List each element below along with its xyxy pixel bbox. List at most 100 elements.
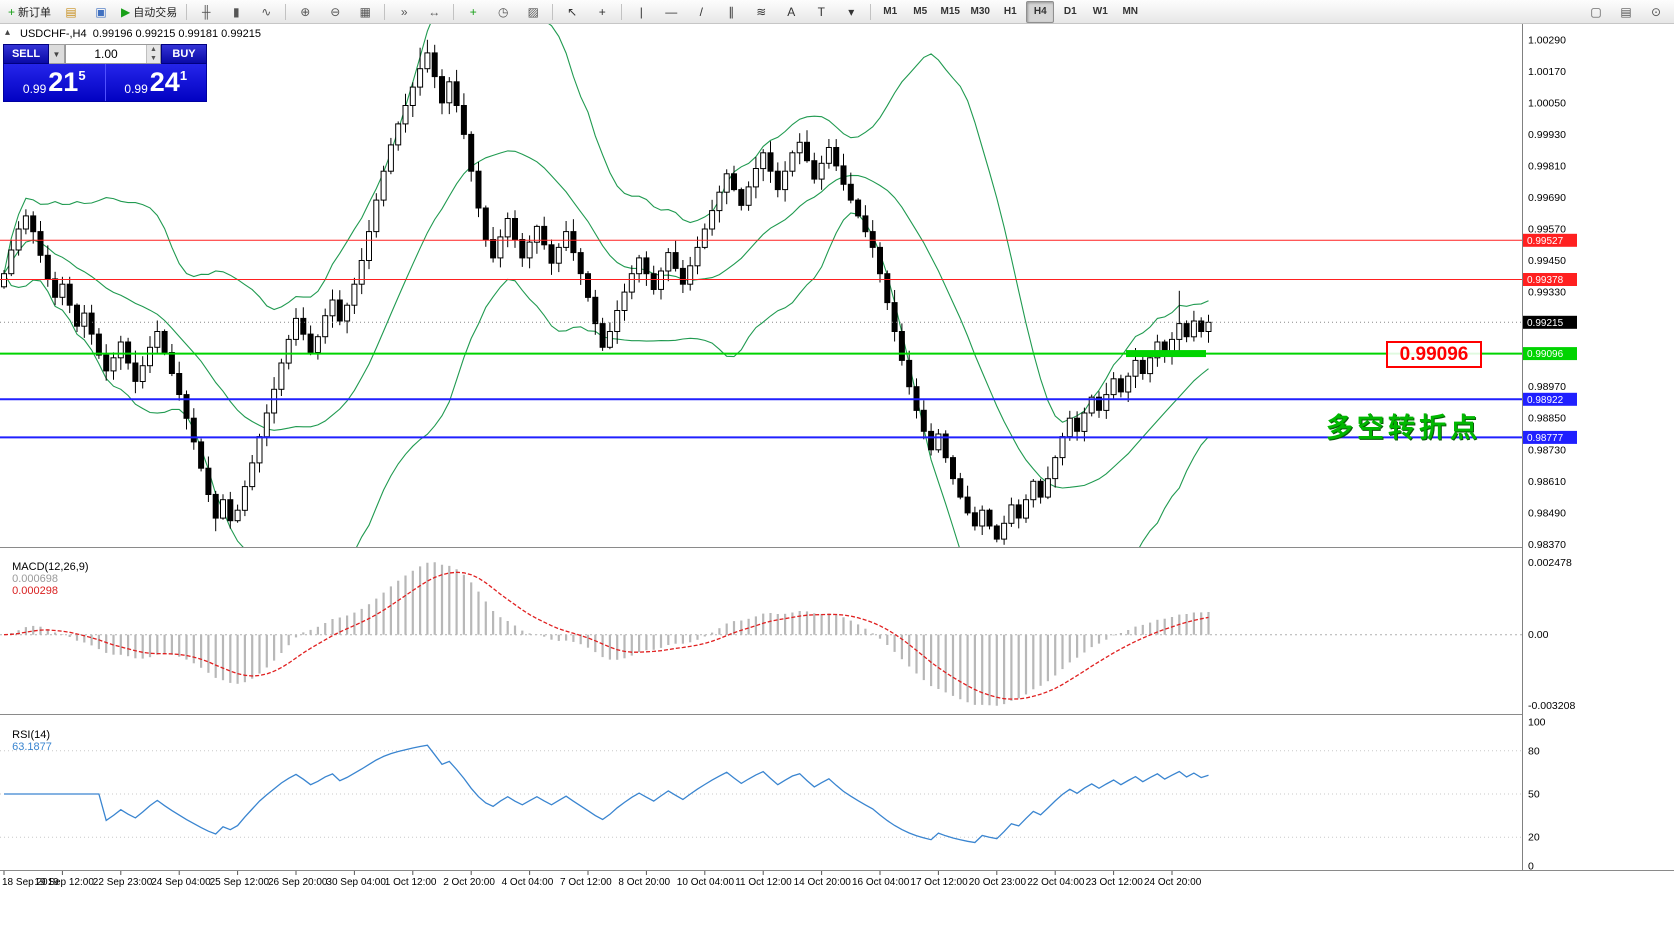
chart-shift-button[interactable]: ↔ xyxy=(420,1,448,23)
fibonacci-button[interactable]: ≋ xyxy=(747,1,775,23)
main-chart-pane[interactable] xyxy=(1,24,1212,616)
svg-text:0.98777: 0.98777 xyxy=(1527,433,1564,444)
zoom-in-button[interactable]: ⊕ xyxy=(291,1,319,23)
rsi-pane[interactable] xyxy=(0,744,1522,844)
timeframe-w1-button[interactable]: W1 xyxy=(1092,6,1108,17)
svg-text:17 Oct 12:00: 17 Oct 12:00 xyxy=(910,877,968,888)
text-button[interactable]: A xyxy=(777,1,805,23)
new-order-button[interactable]: + 新订单 xyxy=(4,1,55,23)
buy-button[interactable]: BUY xyxy=(161,44,207,64)
svg-text:0.98370: 0.98370 xyxy=(1528,539,1566,551)
new-order-icon: + xyxy=(8,4,16,19)
bar-chart-button[interactable]: ╫ xyxy=(192,1,220,23)
timeframe-d1-button[interactable]: D1 xyxy=(1063,6,1077,17)
cursor-icon: ↖ xyxy=(567,4,578,19)
line-chart-icon: ∿ xyxy=(261,4,272,19)
one-click-collapse-toggle[interactable]: ▴ xyxy=(5,27,11,38)
svg-text:18 Sep 2019: 18 Sep 2019 xyxy=(2,877,59,888)
vertical-line-button[interactable]: | xyxy=(627,1,655,23)
svg-text:20 Oct 23:00: 20 Oct 23:00 xyxy=(969,877,1027,888)
candlestick-chart-button[interactable]: ▮ xyxy=(222,1,250,23)
chart-canvas[interactable]: 1.002901.001701.000500.999300.998100.996… xyxy=(0,24,1674,947)
arrows-dropdown-button[interactable]: ▾ xyxy=(837,1,865,23)
svg-text:23 Oct 12:00: 23 Oct 12:00 xyxy=(1086,877,1144,888)
charts-icon[interactable]: ▤ xyxy=(57,1,85,23)
sell-button[interactable]: SELL xyxy=(3,44,49,64)
arrows-dropdown-icon: ▾ xyxy=(848,4,855,19)
svg-text:2 Oct 20:00: 2 Oct 20:00 xyxy=(443,877,495,888)
text-icon: A xyxy=(787,4,796,19)
svg-text:0.99330: 0.99330 xyxy=(1528,287,1566,299)
svg-text:1 Oct 12:00: 1 Oct 12:00 xyxy=(385,877,437,888)
svg-text:0.99215: 0.99215 xyxy=(1527,318,1564,329)
buy-price-sup: 1 xyxy=(179,68,188,83)
svg-text:0.99527: 0.99527 xyxy=(1527,236,1564,247)
horizontal-line-button[interactable]: — xyxy=(657,1,685,23)
templates-button[interactable]: ▨ xyxy=(519,1,547,23)
svg-text:1.00170: 1.00170 xyxy=(1528,66,1566,78)
svg-text:0.99378: 0.99378 xyxy=(1527,275,1564,286)
timeframe-m1-button[interactable]: M1 xyxy=(883,6,898,17)
macd-pane[interactable] xyxy=(0,562,1522,706)
profiles-icon[interactable]: ▣ xyxy=(87,1,115,23)
svg-text:11 Oct 12:00: 11 Oct 12:00 xyxy=(735,877,792,888)
svg-text:25 Sep 12:00: 25 Sep 12:00 xyxy=(210,877,270,888)
rsi-indicator-label: RSI(14) 63.1877 xyxy=(6,717,52,753)
volume-input[interactable] xyxy=(66,45,146,63)
trendline-icon: / xyxy=(699,4,703,19)
trendline-button[interactable]: / xyxy=(687,1,715,23)
label-button[interactable]: T xyxy=(807,1,835,23)
timeframe-m5-button[interactable]: M5 xyxy=(913,6,928,17)
cursor-button[interactable]: ↖ xyxy=(558,1,586,23)
svg-text:20: 20 xyxy=(1528,832,1540,844)
turning-point-label[interactable]: 多空转折点 xyxy=(1326,413,1481,443)
highlight-segment[interactable] xyxy=(1126,350,1206,358)
new-order-button-label: 新订单 xyxy=(18,6,52,19)
timeframe-m30-button[interactable]: M30 xyxy=(970,6,990,17)
charts-icon-icon: ▤ xyxy=(65,4,77,19)
volume-dropdown-button[interactable]: ▼ xyxy=(49,44,65,64)
new-chart-window-icon[interactable]: ▢ xyxy=(1582,1,1610,23)
print-icon-icon: ▤ xyxy=(1620,4,1632,19)
line-chart-button[interactable]: ∿ xyxy=(252,1,280,23)
svg-text:0.99690: 0.99690 xyxy=(1528,192,1566,204)
indicators-button[interactable]: + xyxy=(459,1,487,23)
chart-symbol-info: USDCHF-,H4 0.99196 0.99215 0.99181 0.992… xyxy=(20,28,261,40)
timeframe-h1-button[interactable]: H1 xyxy=(1003,6,1017,17)
vertical-line-icon: | xyxy=(639,4,643,19)
search-icon[interactable]: ⊙ xyxy=(1642,1,1670,23)
sell-price-prefix: 0.99 xyxy=(22,81,47,96)
svg-text:0.99570: 0.99570 xyxy=(1528,224,1566,236)
svg-text:19 Sep 12:00: 19 Sep 12:00 xyxy=(34,877,94,888)
volume-spin-down[interactable]: ▼ xyxy=(147,54,160,63)
timeframe-m15-button[interactable]: M15 xyxy=(940,6,960,17)
toolbar-separator xyxy=(621,3,623,20)
auto-scroll-button[interactable]: » xyxy=(390,1,418,23)
price-axis[interactable]: 1.00290 1.00170 1.00050 0.99930 0.99810 0.996… xyxy=(1522,24,1674,873)
svg-text:0.99450: 0.99450 xyxy=(1528,255,1566,267)
sell-price-sup: 5 xyxy=(78,68,86,83)
crosshair-icon: + xyxy=(598,4,606,19)
svg-text:0.98490: 0.98490 xyxy=(1528,507,1566,519)
autotrading-button[interactable]: ▶ 自动交易 xyxy=(117,1,181,23)
periods-button[interactable]: ◷ xyxy=(489,1,517,23)
macd-main-value: 0.000698 xyxy=(12,573,59,585)
timeframe-mn-button[interactable]: MN xyxy=(1122,6,1139,17)
buy-price-display[interactable]: 0.99 24 1 xyxy=(106,64,207,101)
tile-windows-button[interactable]: ▦ xyxy=(351,1,379,23)
zoom-out-button[interactable]: ⊖ xyxy=(321,1,349,23)
equidistant-channel-button[interactable]: ∥ xyxy=(717,1,745,23)
sell-price-display[interactable]: 0.99 21 5 xyxy=(4,64,106,101)
indicators-icon: + xyxy=(469,4,477,19)
equidistant-channel-icon: ∥ xyxy=(728,4,735,19)
volume-spin-up[interactable]: ▲ xyxy=(147,45,160,54)
svg-text:0.99930: 0.99930 xyxy=(1528,129,1566,141)
price-annotation-box[interactable]: 0.99096 xyxy=(1386,341,1482,368)
timeframe-h4-button[interactable]: H4 xyxy=(1026,0,1055,23)
macd-indicator-label: MACD(12,26,9) 0.000698 0.000298 xyxy=(6,549,88,597)
crosshair-button[interactable]: + xyxy=(588,1,616,23)
svg-text:7 Oct 12:00: 7 Oct 12:00 xyxy=(560,877,612,888)
print-icon[interactable]: ▤ xyxy=(1612,1,1640,23)
